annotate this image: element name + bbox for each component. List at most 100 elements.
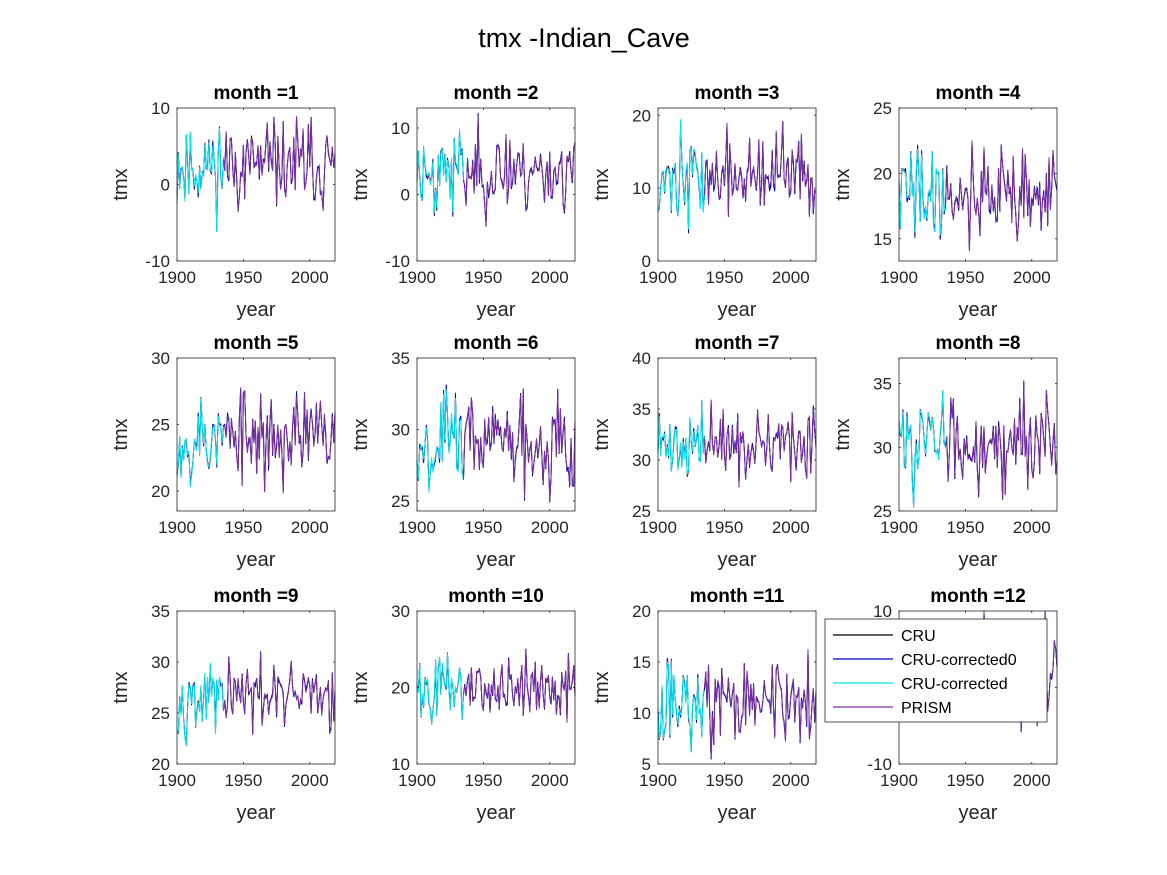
legend-entry-label: CRU (901, 628, 936, 645)
y-axis-label: tmx (591, 418, 613, 450)
subplot-9: 1900 1950 2000 20 25 30 35 month =9 year tmx (110, 586, 336, 824)
x-tick-label: 2000 (1013, 268, 1051, 287)
x-tick-label: 1900 (639, 268, 677, 287)
y-tick-label: 5 (642, 755, 651, 774)
x-tick-label: 1900 (398, 268, 436, 287)
axes-box (416, 107, 576, 262)
series-prism (704, 120, 817, 217)
axes-box (416, 357, 576, 512)
x-axis-label: year (237, 549, 276, 571)
subplot-4: 1900 1950 2000 15 20 25 month =4 year tmx (832, 83, 1058, 321)
x-tick-label: 1950 (705, 771, 743, 790)
subplot-3: 1900 1950 2000 0 10 20 month =3 year tmx (591, 83, 817, 321)
subplot-title: month =12 (930, 586, 1026, 607)
y-tick-label: 35 (391, 349, 410, 368)
y-axis-label: tmx (110, 671, 132, 703)
y-tick-label: 0 (642, 252, 651, 271)
x-tick-label: 1900 (639, 771, 677, 790)
y-tick-label: 10 (632, 704, 651, 723)
x-axis-label: year (477, 549, 516, 571)
series-cru-corrected (898, 148, 946, 236)
series-cru-corrected (176, 127, 224, 233)
x-tick-label: 2000 (772, 268, 810, 287)
subplot-title: month =9 (214, 586, 299, 607)
x-axis-label: year (237, 802, 276, 824)
series-cru-corrected (416, 653, 464, 725)
y-axis-label: tmx (591, 168, 613, 200)
x-tick-label: 2000 (1013, 518, 1051, 537)
subplot-title: month =5 (214, 333, 299, 354)
subplot-1: 1900 1950 2000 -10 0 10 month =1 year tmx (110, 83, 336, 321)
y-tick-label: 15 (632, 653, 651, 672)
plot-area (899, 108, 1057, 261)
x-tick-label: 1900 (639, 518, 677, 537)
y-axis-label: tmx (110, 418, 132, 450)
x-axis-label: year (718, 802, 757, 824)
y-tick-label: 25 (151, 704, 170, 723)
plot-area (658, 108, 816, 261)
plot-area (177, 611, 335, 764)
y-tick-label: 15 (873, 230, 892, 249)
series-prism (704, 650, 817, 758)
x-axis-label: year (477, 299, 516, 321)
x-tick-label: 1950 (224, 518, 262, 537)
axes-box (657, 107, 817, 262)
y-tick-label: 30 (632, 451, 651, 470)
x-axis-label: year (718, 299, 757, 321)
subplot-6: 1900 1950 2000 25 30 35 month =6 year tmx (350, 333, 576, 571)
y-axis-label: tmx (350, 671, 372, 703)
y-tick-label: 30 (873, 438, 892, 457)
plot-area (417, 358, 575, 511)
y-tick-label: 40 (632, 349, 651, 368)
x-tick-label: 1950 (946, 518, 984, 537)
subplot-title: month =11 (690, 586, 785, 607)
y-tick-label: 20 (632, 602, 651, 621)
x-tick-label: 1900 (158, 268, 196, 287)
y-tick-label: 35 (151, 602, 170, 621)
y-axis-label: tmx (832, 418, 854, 450)
y-tick-label: -10 (385, 252, 410, 271)
y-tick-label: 30 (151, 653, 170, 672)
x-tick-label: 2000 (531, 518, 569, 537)
y-tick-label: 30 (151, 349, 170, 368)
x-tick-label: 1950 (224, 268, 262, 287)
axes-box (176, 610, 336, 765)
subplot-title: month =8 (936, 333, 1021, 354)
y-axis-label: tmx (110, 168, 132, 200)
x-tick-label: 1900 (158, 518, 196, 537)
y-axis-label: tmx (350, 418, 372, 450)
y-tick-label: 20 (632, 106, 651, 125)
axes-box (176, 357, 336, 512)
y-tick-label: 10 (391, 119, 410, 138)
plot-area (417, 108, 575, 261)
subplot-7: 1900 1950 2000 25 30 35 40 month =7 year tmx (591, 333, 817, 571)
y-tick-label: 25 (873, 502, 892, 521)
subplot-8: 1900 1950 2000 25 30 35 month =8 year tmx (832, 333, 1058, 571)
x-tick-label: 2000 (291, 771, 329, 790)
axes-box (898, 107, 1058, 262)
series-prism (945, 140, 1058, 252)
x-tick-label: 2000 (1013, 771, 1051, 790)
subplot-title: month =7 (695, 333, 780, 354)
y-tick-label: 20 (873, 164, 892, 183)
subplot-title: month =1 (214, 83, 299, 104)
subplot-5: 1900 1950 2000 20 25 30 month =5 year tmx (110, 333, 336, 571)
figure-title: tmx -Indian_Cave (478, 23, 690, 53)
series-prism (223, 652, 336, 736)
x-axis-label: year (718, 549, 757, 571)
y-tick-label: 0 (401, 185, 410, 204)
y-tick-label: 25 (151, 416, 170, 435)
series-cru-corrected (657, 399, 705, 475)
subplot-title: month =2 (454, 83, 539, 104)
series-prism (223, 116, 336, 211)
subplot-title: month =6 (454, 333, 539, 354)
y-tick-label: 25 (873, 99, 892, 118)
series-prism (463, 115, 576, 224)
x-tick-label: 1950 (705, 518, 743, 537)
legend-entry-label: CRU-corrected (901, 676, 1008, 693)
x-axis-label: year (959, 299, 998, 321)
subplots: 1900 1950 2000 -10 0 10 month =1 year tmx 1900 195… (110, 83, 1058, 824)
y-axis-label: tmx (832, 168, 854, 200)
y-tick-label: 35 (632, 400, 651, 419)
